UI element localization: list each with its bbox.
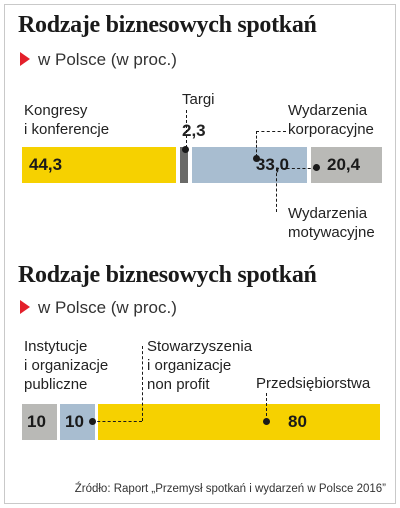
leader-stow-v xyxy=(142,346,143,421)
bar-kongresy: 44,3 xyxy=(22,147,176,183)
label-instytucje: Instytucje i organizacje publiczne xyxy=(24,338,109,393)
dot-targi xyxy=(182,146,189,153)
leader-korporacyjne-h xyxy=(256,131,286,132)
bar-przedsiebiorstwa: 80 xyxy=(98,404,380,440)
chart2-subtitle: w Polsce (w proc.) xyxy=(20,298,177,318)
dot-stowarzyszenia xyxy=(89,418,96,425)
label-stowarzyszenia: Stowarzyszenia i organizacje non profit xyxy=(147,338,253,393)
label-korporacyjne: Wydarzenia korporacyjne xyxy=(288,102,374,138)
bar-targi xyxy=(180,147,188,183)
leader-motywacyjne-v xyxy=(276,168,277,212)
chart1-title: Rodzaje biznesowych spotkań xyxy=(18,12,317,38)
bar-korporacyjne: 33,0 xyxy=(192,147,307,183)
label-targi: Targi xyxy=(182,91,215,108)
dot-korporacyjne xyxy=(253,155,260,162)
red-triangle-icon xyxy=(20,52,30,66)
source-note: Źródło: Raport „Przemysł spotkań i wydar… xyxy=(74,483,386,495)
label-przedsiebiorstwa: Przedsiębiorstwa xyxy=(256,375,371,392)
chart1-subtitle: w Polsce (w proc.) xyxy=(20,50,177,70)
chart2-title: Rodzaje biznesowych spotkań xyxy=(18,262,317,288)
leader-korporacyjne-v xyxy=(256,131,257,157)
value-targi: 2,3 xyxy=(182,121,206,140)
leader-motywacyjne-h xyxy=(276,168,316,169)
dot-przedsiebiorstwa xyxy=(263,418,270,425)
label-kongresy: Kongresy i konferencje xyxy=(24,102,110,138)
bar-motywacyjne: 20,4 xyxy=(311,147,382,183)
dot-motywacyjne xyxy=(313,164,320,171)
bar-instytucje: 10 xyxy=(22,404,57,440)
red-triangle-icon xyxy=(20,300,30,314)
infographic-frame xyxy=(4,4,396,504)
leader-przed xyxy=(266,393,267,421)
label-motywacyjne: Wydarzenia motywacyjne xyxy=(288,205,375,241)
leader-targi xyxy=(186,110,187,148)
leader-stow-h xyxy=(92,421,142,422)
